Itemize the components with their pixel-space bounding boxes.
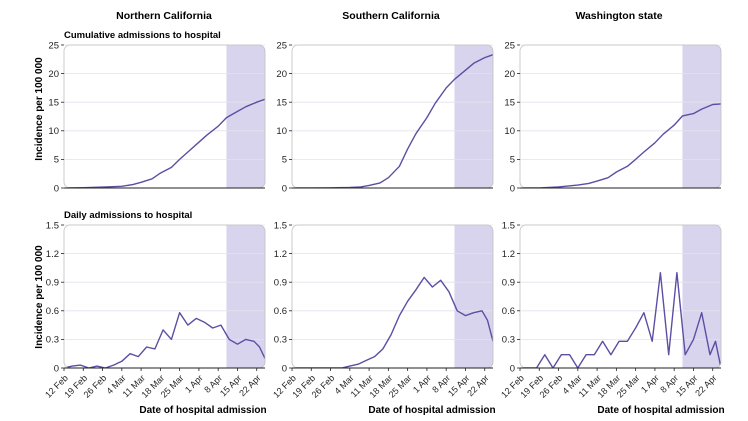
series-line-southern-california bbox=[292, 276, 493, 368]
shaded-period bbox=[682, 45, 721, 188]
y-tick-label: 1.5 bbox=[274, 220, 287, 231]
shaded-period bbox=[454, 45, 493, 188]
y-tick-label: 1.2 bbox=[274, 249, 287, 260]
y-tick-label: 1.2 bbox=[502, 249, 515, 260]
y-tick-label: 0.6 bbox=[46, 306, 59, 317]
shaded-period bbox=[682, 225, 721, 368]
y-tick-label: 5 bbox=[282, 155, 287, 166]
y-tick-label: 25 bbox=[276, 40, 287, 51]
y-tick-label: 1.5 bbox=[502, 220, 515, 231]
x-tick-label: 1 Apr bbox=[183, 373, 205, 395]
y-tick-label: 0.9 bbox=[274, 278, 287, 289]
panel-cumulative-southern-california: 0 5 10 15 20 25 bbox=[276, 40, 494, 194]
y-tick-label: 0 bbox=[54, 363, 59, 374]
y-tick-label: 20 bbox=[48, 69, 59, 80]
y-tick-label: 0.3 bbox=[46, 335, 59, 346]
x-axis-label-northern-california: Date of hospital admission bbox=[139, 405, 266, 416]
x-axis-label-southern-california: Date of hospital admission bbox=[368, 405, 495, 416]
row-title-daily: Daily admissions to hospital bbox=[64, 210, 192, 221]
y-tick-label: 25 bbox=[504, 40, 515, 51]
x-tick-label: 1 Apr bbox=[411, 373, 433, 395]
shaded-period bbox=[454, 225, 493, 368]
shaded-period bbox=[226, 225, 265, 368]
y-tick-label: 1.5 bbox=[46, 220, 59, 231]
y-tick-label: 0 bbox=[510, 183, 515, 194]
series-line-washington-state bbox=[520, 272, 721, 368]
y-axis-label-bottom: Incidence per 100 000 bbox=[34, 245, 45, 349]
x-tick-label: 22 Apr bbox=[465, 373, 490, 398]
x-tick-label: 1 Apr bbox=[639, 373, 661, 395]
series-line-northern-california bbox=[64, 312, 265, 368]
y-tick-label: 15 bbox=[276, 98, 287, 109]
y-tick-label: 0.9 bbox=[46, 278, 59, 289]
column-title-northern-california: Northern California bbox=[116, 10, 212, 22]
column-titles: Northern California Southern California … bbox=[116, 10, 663, 22]
y-tick-label: 1.2 bbox=[46, 249, 59, 260]
column-title-southern-california: Southern California bbox=[342, 10, 440, 22]
x-axis-label-washington-state: Date of hospital admission bbox=[597, 405, 724, 416]
y-tick-label: 0.9 bbox=[502, 278, 515, 289]
y-tick-label: 0.3 bbox=[502, 335, 515, 346]
y-tick-label: 15 bbox=[48, 98, 59, 109]
y-tick-label: 0 bbox=[510, 363, 515, 374]
y-tick-label: 0 bbox=[282, 363, 287, 374]
y-tick-label: 5 bbox=[54, 155, 59, 166]
x-tick-label: 22 Apr bbox=[693, 373, 718, 398]
series-line-southern-california bbox=[292, 54, 493, 188]
row-title-cumulative: Cumulative admissions to hospital bbox=[64, 30, 221, 41]
y-tick-label: 0.6 bbox=[274, 306, 287, 317]
panel-cumulative-northern-california: 0 5 10 15 20 25 bbox=[48, 40, 266, 194]
panel-cumulative-washington-state: 0 5 10 15 20 25 bbox=[504, 40, 722, 194]
y-tick-label: 10 bbox=[504, 126, 515, 137]
y-tick-label: 0.6 bbox=[502, 306, 515, 317]
y-axis-label-top: Incidence per 100 000 bbox=[34, 57, 45, 161]
y-tick-label: 5 bbox=[510, 155, 515, 166]
y-tick-label: 25 bbox=[48, 40, 59, 51]
y-tick-label: 10 bbox=[48, 126, 59, 137]
y-tick-label: 0 bbox=[282, 183, 287, 194]
y-tick-label: 15 bbox=[504, 98, 515, 109]
shaded-period bbox=[226, 45, 265, 188]
column-title-washington-state: Washington state bbox=[575, 10, 662, 22]
x-tick-label: 22 Apr bbox=[237, 373, 262, 398]
series-line-washington-state bbox=[520, 103, 721, 188]
y-tick-label: 20 bbox=[504, 69, 515, 80]
y-tick-label: 20 bbox=[276, 69, 287, 80]
y-tick-label: 0.3 bbox=[274, 335, 287, 346]
y-tick-label: 0 bbox=[54, 183, 59, 194]
y-tick-label: 10 bbox=[276, 126, 287, 137]
series-line-northern-california bbox=[64, 98, 265, 188]
